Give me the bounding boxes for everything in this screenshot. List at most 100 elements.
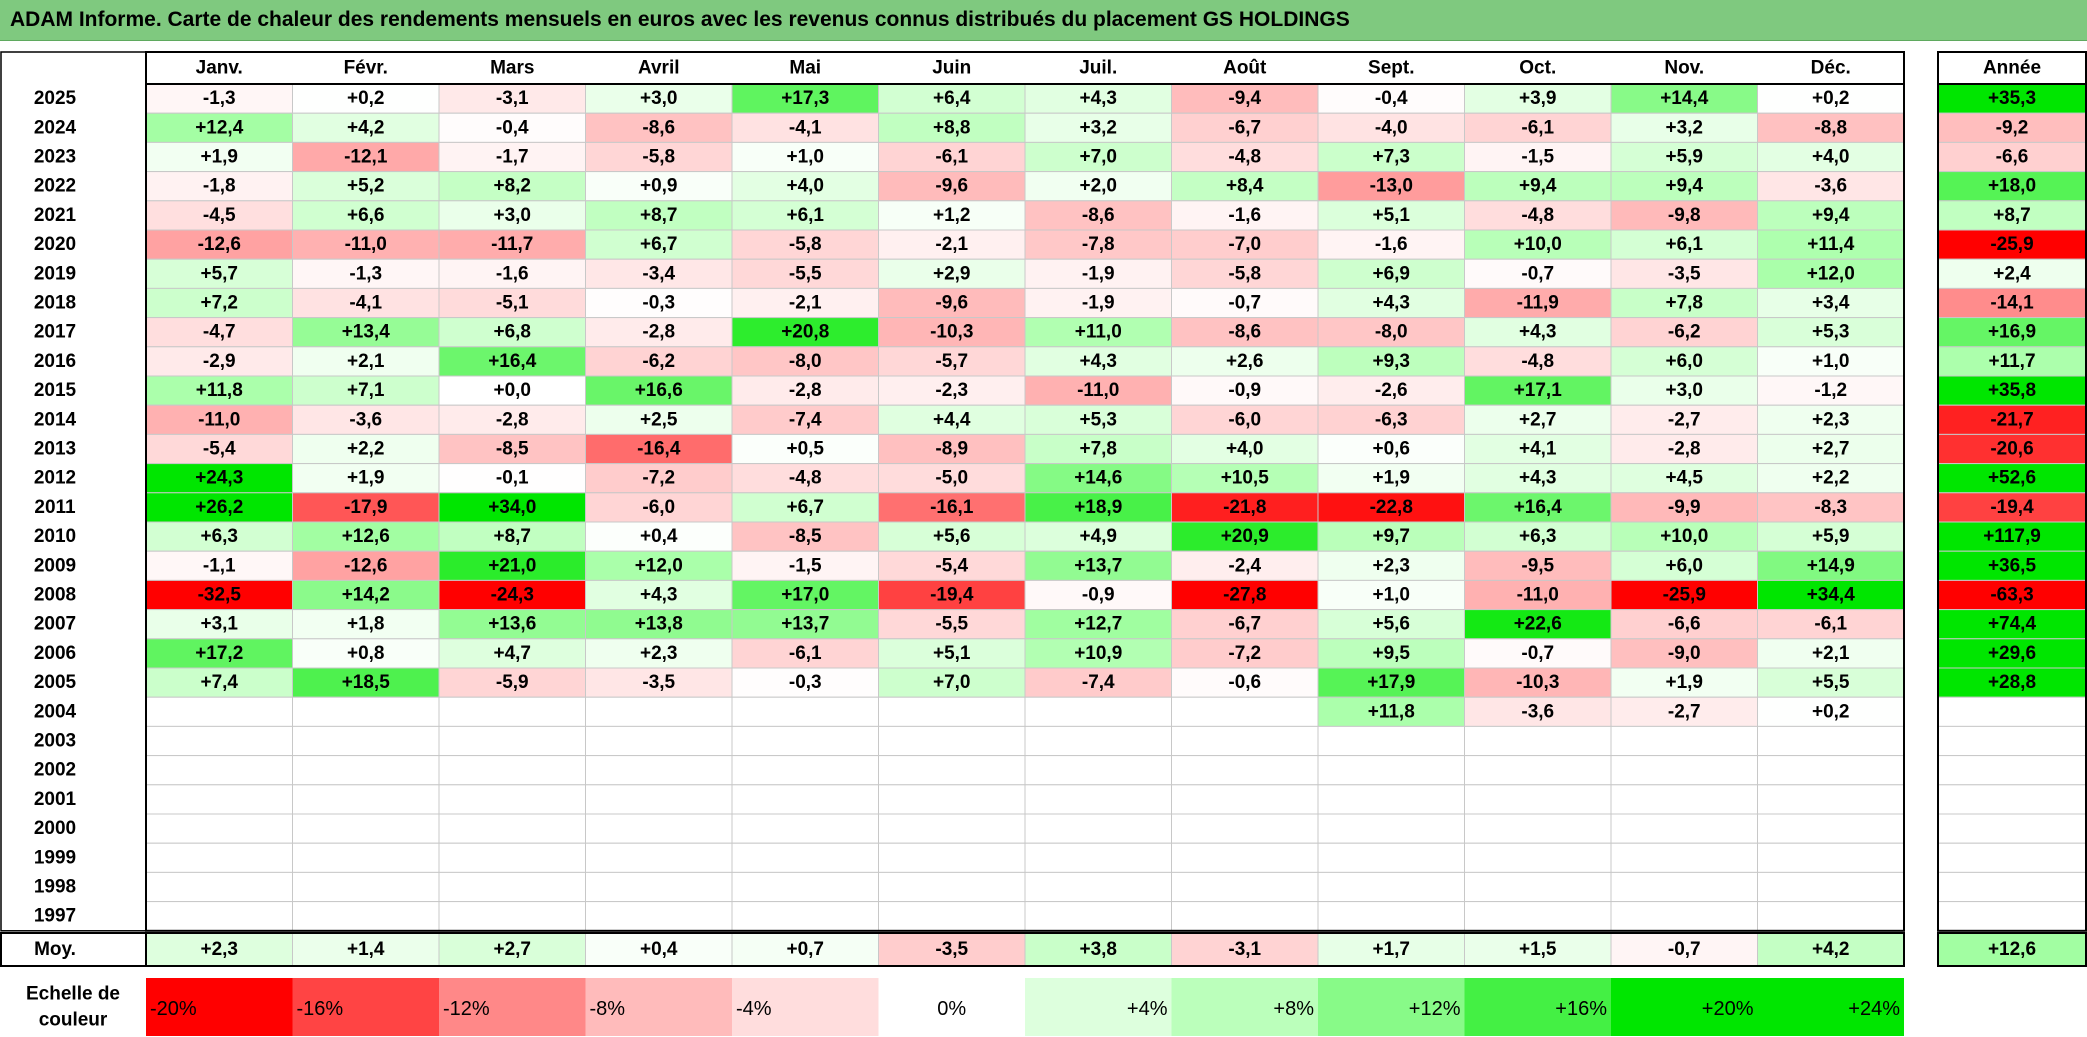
cell-value-2024-4: -8,6 — [642, 117, 675, 138]
heat-cell-2014-7 — [1024, 404, 1172, 435]
heat-cell-2004-2 — [292, 696, 440, 727]
cell-value-2005-5: -0,3 — [789, 672, 822, 693]
month-header-11: Nov. — [1664, 58, 1704, 79]
heat-cell-2004-6 — [878, 696, 1026, 727]
cell-value-2014-7: +5,3 — [1079, 409, 1117, 430]
heat-cell-2022-10 — [1464, 171, 1612, 202]
heat-cell-1997-3 — [438, 901, 586, 932]
heat-cell-2014-10 — [1464, 404, 1612, 435]
heat-cell-2008-8 — [1171, 579, 1319, 611]
cell-value-2020-1: -12,6 — [198, 234, 241, 255]
heat-cell-2020-7 — [1024, 229, 1172, 260]
annual-value-2022: +18,0 — [1988, 176, 2036, 197]
heat-cell-1997-4 — [585, 901, 733, 932]
average-row-border — [145, 932, 1905, 967]
cell-value-2025-3: -3,1 — [496, 88, 529, 109]
heat-cell-2015-1 — [145, 375, 293, 406]
annual-value-2014: -21,7 — [1990, 409, 2033, 430]
cell-value-2010-3: +8,7 — [493, 526, 531, 547]
heat-cell-1998-12 — [1757, 871, 1905, 903]
annual-cell-2007 — [1937, 609, 2087, 640]
annual-value-2011: -19,4 — [1990, 497, 2034, 518]
annual-header-box — [1937, 51, 2087, 85]
cell-value-2021-5: +6,1 — [786, 205, 824, 226]
cell-value-2016-2: +2,1 — [347, 351, 385, 372]
cell-value-2016-9: +9,3 — [1372, 351, 1410, 372]
heat-cell-2016-5 — [731, 346, 879, 377]
scale-label-12: +24% — [1848, 998, 1900, 1020]
heat-cell-1999-10 — [1464, 842, 1612, 873]
year-column-border — [0, 51, 147, 932]
heat-cell-1999-8 — [1171, 842, 1319, 873]
cell-value-2007-1: +3,1 — [200, 614, 238, 635]
heat-cell-2018-3 — [438, 287, 586, 319]
cell-value-2021-9: +5,1 — [1372, 205, 1410, 226]
heat-cell-2017-10 — [1464, 317, 1612, 348]
heat-cell-2002-11 — [1610, 755, 1758, 786]
cell-value-2006-5: -6,1 — [789, 643, 822, 664]
cell-value-2005-2: +18,5 — [342, 672, 391, 693]
year-label-2016: 2016 — [34, 351, 76, 372]
cell-value-2018-4: -0,3 — [642, 293, 675, 314]
cell-value-2017-8: -8,6 — [1228, 322, 1261, 343]
cell-value-2018-10: -11,9 — [1517, 293, 1559, 314]
heat-cell-2010-12 — [1757, 521, 1905, 552]
cell-value-2005-9: +17,9 — [1367, 672, 1415, 693]
cell-value-2005-1: +7,4 — [200, 672, 238, 693]
cell-value-2022-6: -9,6 — [935, 176, 968, 197]
heat-cell-1997-7 — [1024, 901, 1172, 932]
cell-value-2020-5: -5,8 — [789, 234, 822, 255]
heat-cell-2024-11 — [1610, 112, 1758, 143]
average-cell-1 — [145, 932, 293, 967]
cell-value-2007-6: -5,5 — [935, 614, 968, 635]
cell-value-2014-12: +2,3 — [1812, 409, 1850, 430]
heat-cell-1997-8 — [1171, 901, 1319, 932]
cell-value-2010-6: +5,6 — [933, 526, 971, 547]
heat-cell-2009-6 — [878, 550, 1026, 581]
year-label-1998: 1998 — [34, 877, 76, 898]
heat-cell-2024-6 — [878, 112, 1026, 143]
cell-value-2014-6: +4,4 — [933, 409, 971, 430]
heat-cell-2020-11 — [1610, 229, 1758, 260]
annual-value-2025: +35,3 — [1988, 88, 2036, 109]
annual-cell-2015 — [1937, 375, 2087, 406]
cell-value-2005-7: -7,4 — [1082, 672, 1115, 693]
heat-cell-2013-7 — [1024, 433, 1172, 465]
heat-cell-2006-7 — [1024, 638, 1172, 669]
cell-value-2015-10: +17,1 — [1514, 380, 1563, 401]
cell-value-2014-11: -2,7 — [1668, 409, 1701, 430]
cell-value-2021-1: -4,5 — [203, 205, 236, 226]
heat-cell-2020-1 — [145, 229, 293, 260]
heat-cell-2005-6 — [878, 667, 1026, 698]
annual-value-2010: +117,9 — [1983, 526, 2041, 547]
annual-column-border — [1937, 83, 2087, 932]
cell-value-2005-11: +1,9 — [1665, 672, 1703, 693]
heat-cell-2012-4 — [585, 463, 733, 494]
heat-cell-2017-6 — [878, 317, 1026, 348]
cell-value-2011-8: -21,8 — [1223, 497, 1266, 518]
heat-cell-2009-10 — [1464, 550, 1612, 581]
average-cell-3 — [438, 932, 586, 967]
cell-value-2021-8: -1,6 — [1228, 205, 1261, 226]
heat-cell-2002-8 — [1171, 755, 1319, 786]
month-header-3: Mars — [490, 58, 534, 79]
cell-value-2014-9: -6,3 — [1375, 409, 1408, 430]
year-label-2024: 2024 — [34, 117, 77, 138]
heat-cell-2007-11 — [1610, 609, 1758, 640]
heat-cell-2000-3 — [438, 813, 586, 844]
heat-cell-2007-5 — [731, 609, 879, 640]
heat-cell-1999-7 — [1024, 842, 1172, 873]
heat-cell-2008-5 — [731, 579, 879, 611]
cell-value-2004-11: -2,7 — [1668, 701, 1701, 722]
cell-value-2010-10: +6,3 — [1519, 526, 1557, 547]
heat-cell-1999-4 — [585, 842, 733, 873]
heat-cell-2006-6 — [878, 638, 1026, 669]
cell-value-2013-10: +4,1 — [1519, 439, 1557, 460]
cell-value-2017-2: +13,4 — [342, 322, 391, 343]
cell-value-2006-2: +0,8 — [347, 643, 385, 664]
heat-cell-1997-6 — [878, 901, 1026, 932]
annual-cell-2013 — [1937, 433, 2087, 465]
heat-cell-2002-9 — [1317, 755, 1465, 786]
cell-value-2007-4: +13,8 — [635, 614, 683, 635]
year-label-2015: 2015 — [34, 380, 77, 401]
